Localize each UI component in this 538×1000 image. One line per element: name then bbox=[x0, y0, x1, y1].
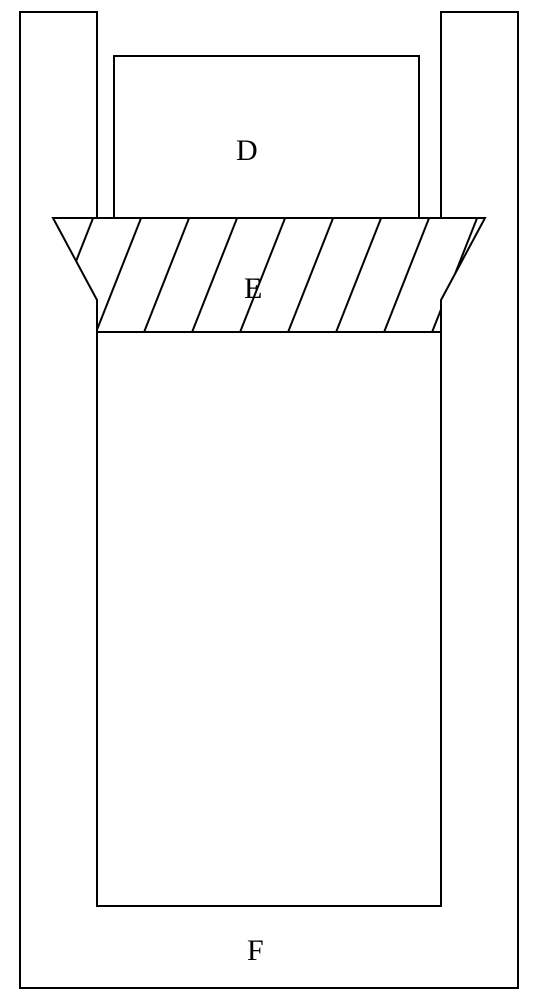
label-F: F bbox=[247, 934, 264, 967]
label-E: E bbox=[244, 272, 262, 305]
block-D bbox=[114, 56, 419, 218]
label-D: D bbox=[236, 134, 258, 167]
